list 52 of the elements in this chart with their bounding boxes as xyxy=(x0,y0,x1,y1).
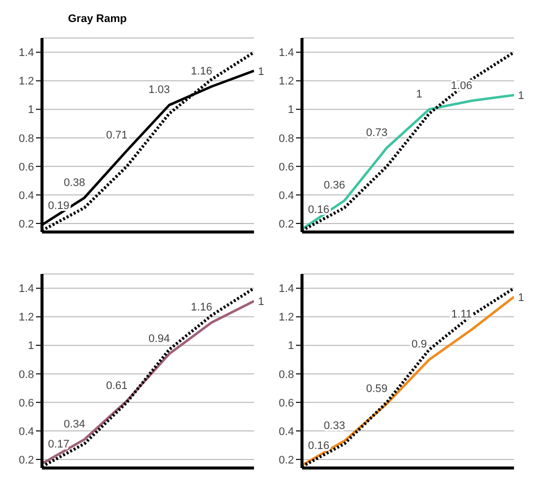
data-label: 0.59 xyxy=(366,382,388,395)
data-label: 1 xyxy=(518,90,524,102)
data-label: 0.16 xyxy=(308,204,330,216)
y-tick-label: 1.2 xyxy=(18,312,34,324)
y-tick-label: 1.2 xyxy=(278,76,294,88)
data-label: 0.9 xyxy=(412,338,427,351)
y-tick-label: 0.2 xyxy=(278,454,294,466)
data-label: 1 xyxy=(416,88,422,100)
y-tick-label: 1 xyxy=(288,340,294,352)
data-label: 1.16 xyxy=(190,302,212,314)
y-tick-label: 1.4 xyxy=(278,47,294,60)
y-tick-label: 1.2 xyxy=(18,76,34,88)
data-label: 0.19 xyxy=(48,200,70,212)
data-label: 1 xyxy=(518,292,524,304)
y-tick-label: 0.6 xyxy=(278,397,294,410)
y-tick-label: 0.8 xyxy=(18,368,34,381)
data-label: 1 xyxy=(258,296,264,308)
data-label: 0.94 xyxy=(148,332,170,345)
y-tick-label: 1 xyxy=(28,104,34,116)
data-label: 0.73 xyxy=(366,126,388,139)
data-label: 0.38 xyxy=(64,176,86,189)
data-label: 0.16 xyxy=(308,440,330,452)
y-tick-label: 0.8 xyxy=(18,132,34,145)
y-tick-label: 0.4 xyxy=(278,190,294,202)
y-tick-label: 1.4 xyxy=(278,283,294,296)
data-label: 0.34 xyxy=(64,418,86,430)
data-label: 0.17 xyxy=(48,438,70,451)
y-tick-label: 1.4 xyxy=(18,47,34,60)
y-tick-label: 0.4 xyxy=(18,426,34,438)
y-tick-label: 0.6 xyxy=(18,161,34,174)
y-tick-label: 0.2 xyxy=(18,454,34,466)
y-tick-label: 1.2 xyxy=(278,312,294,324)
data-label: 1.03 xyxy=(148,84,170,96)
y-tick-label: 0.2 xyxy=(18,218,34,230)
data-label: 0.61 xyxy=(106,380,128,392)
y-tick-label: 1 xyxy=(288,104,294,116)
y-tick-label: 0.6 xyxy=(18,397,34,410)
data-label: 1.16 xyxy=(190,66,212,78)
y-tick-label: 0.8 xyxy=(278,132,294,145)
y-tick-label: 1.4 xyxy=(18,283,34,296)
y-tick-label: 0.6 xyxy=(278,161,294,174)
data-label: 1 xyxy=(258,66,264,78)
y-tick-label: 0.4 xyxy=(278,426,294,438)
y-tick-label: 0.2 xyxy=(278,218,294,230)
y-tick-label: 0.8 xyxy=(278,368,294,381)
data-label: 0.36 xyxy=(324,180,346,192)
y-tick-label: 0.4 xyxy=(18,190,34,202)
chart-title: Gray Ramp xyxy=(67,12,128,27)
data-label: 0.71 xyxy=(106,130,128,142)
data-label: 0.33 xyxy=(324,420,346,432)
data-label: 1.11 xyxy=(451,308,472,321)
y-tick-label: 1 xyxy=(28,340,34,352)
